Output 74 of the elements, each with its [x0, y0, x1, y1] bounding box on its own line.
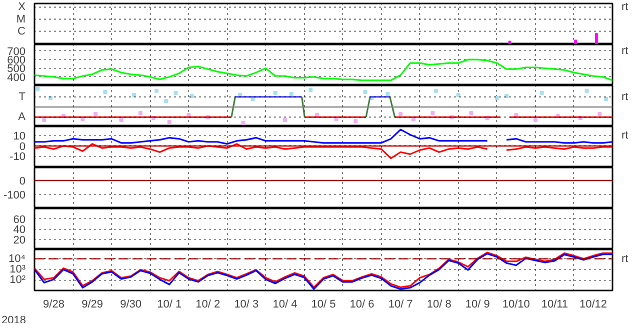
point [354, 119, 358, 124]
ref-line-label: M [16, 13, 26, 26]
x-tick-label: 10/ 5 [311, 298, 336, 310]
x-tick-label: 10/ 2 [196, 298, 220, 310]
text: rt [622, 1, 628, 14]
point [103, 90, 108, 94]
line-series [34, 58, 612, 82]
x-tick-label: 10/10 [502, 298, 530, 310]
point [386, 92, 390, 96]
point [273, 90, 278, 95]
y-tick-label: -100 [3, 190, 26, 202]
point [186, 112, 191, 117]
ref-line-label: A [18, 111, 26, 124]
y-tick-label: 0 [19, 140, 26, 153]
point [584, 88, 589, 93]
point [250, 97, 255, 102]
point [514, 112, 518, 117]
point [167, 120, 172, 124]
x-tick-label: 10/ 6 [350, 298, 374, 310]
y-tick-label: 400 [7, 72, 26, 84]
text: rt [622, 252, 628, 265]
point [540, 90, 544, 95]
point [282, 118, 287, 122]
text: rt [622, 44, 628, 57]
point [494, 96, 499, 100]
x-tick-label: 9/30 [120, 298, 142, 310]
x-tick-label: 10/ 3 [234, 298, 259, 310]
point [533, 118, 538, 122]
text: rt [622, 130, 628, 142]
point [190, 94, 194, 98]
x-tick-label: 9/28 [43, 298, 64, 310]
point [398, 112, 403, 116]
x-tick-label: 10/11 [541, 298, 568, 310]
point [132, 92, 136, 97]
point [174, 90, 178, 95]
point [308, 88, 313, 92]
point [363, 90, 368, 94]
point [94, 112, 98, 116]
point [598, 112, 602, 116]
x-tick-label: 10/ 4 [272, 298, 298, 310]
x-tick-label: 10/ 1 [157, 298, 182, 310]
x-tick-label: 10/ 7 [388, 298, 413, 310]
point [164, 99, 168, 104]
ref-line-label: T [18, 90, 26, 103]
point [604, 97, 608, 102]
y-tick-label: 10⁴ [8, 252, 26, 265]
point [434, 88, 438, 93]
x-tick-label: 10/ 9 [465, 298, 490, 310]
point [154, 88, 159, 93]
x-tick-label: 10/ 8 [426, 298, 452, 310]
ref-line-label: C [18, 25, 26, 38]
point [289, 92, 294, 96]
point [469, 110, 474, 115]
point [36, 86, 40, 91]
y-tick-label: 10 [13, 130, 26, 143]
point [42, 118, 46, 122]
x-tick-label: 10/12 [579, 298, 607, 310]
y-tick-label: 40 [13, 224, 26, 236]
point [430, 110, 435, 115]
y-tick-label: 10² [10, 274, 26, 286]
x-tick-label: 9/29 [82, 298, 104, 310]
point [119, 118, 124, 122]
point [315, 112, 320, 117]
point [456, 92, 460, 97]
y-tick-label: -10 [10, 151, 26, 164]
point [504, 94, 509, 98]
ref-line-label: X [18, 1, 26, 14]
y-tick-label: 0 [19, 176, 26, 188]
y-tick-label: 20 [13, 234, 26, 246]
point [241, 121, 246, 126]
text: rt [622, 90, 628, 103]
y-tick-label: 60 [13, 214, 26, 226]
y-tick-label: 10³ [10, 264, 26, 276]
point [138, 110, 142, 115]
